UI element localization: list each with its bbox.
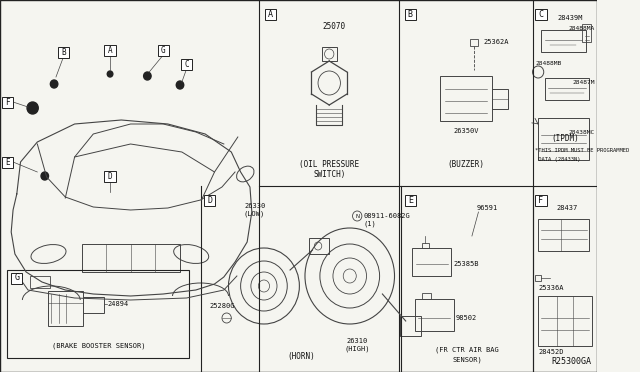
Text: 26350V: 26350V <box>454 128 479 134</box>
Bar <box>538 296 592 346</box>
Bar <box>412 248 451 276</box>
Text: A: A <box>108 45 113 55</box>
Text: D: D <box>207 196 212 205</box>
Bar <box>415 299 454 331</box>
Text: 28438MC: 28438MC <box>569 129 595 135</box>
Bar <box>535 195 547 205</box>
Text: (IPDM): (IPDM) <box>551 134 579 142</box>
Text: (LOW): (LOW) <box>244 211 265 217</box>
Text: 25336A: 25336A <box>538 285 564 291</box>
Text: 25362A: 25362A <box>483 39 509 45</box>
Text: (BRAKE BOOSTER SENSOR): (BRAKE BOOSTER SENSOR) <box>52 343 145 349</box>
Circle shape <box>51 80 58 88</box>
Text: G: G <box>161 45 166 55</box>
Text: (BUZZER): (BUZZER) <box>448 160 485 169</box>
Text: (1): (1) <box>364 221 376 227</box>
Text: (HIGH): (HIGH) <box>344 346 370 352</box>
Text: F: F <box>5 97 10 106</box>
Text: SENSOR): SENSOR) <box>452 357 482 363</box>
Bar <box>265 9 276 19</box>
Bar <box>492 89 508 109</box>
Bar <box>2 157 13 167</box>
Text: *THIS IPDM MUST BE PROGRAMMED: *THIS IPDM MUST BE PROGRAMMED <box>535 148 630 153</box>
Bar <box>440 76 492 121</box>
Bar <box>83 297 104 313</box>
Bar <box>422 243 429 248</box>
Bar <box>541 30 586 52</box>
Bar <box>404 9 416 19</box>
Circle shape <box>41 172 49 180</box>
Bar <box>582 24 591 42</box>
Bar <box>8 270 189 358</box>
Bar <box>157 45 169 55</box>
Bar <box>30 276 51 288</box>
Text: C: C <box>184 60 189 68</box>
Text: 26330: 26330 <box>244 203 265 209</box>
Text: 98502: 98502 <box>455 315 476 321</box>
Circle shape <box>27 102 38 114</box>
Text: D: D <box>108 171 113 180</box>
Bar <box>181 58 192 70</box>
Circle shape <box>143 72 151 80</box>
Bar <box>322 47 337 61</box>
Bar <box>400 316 420 336</box>
Text: DATA (28433N): DATA (28433N) <box>535 157 581 161</box>
Text: N: N <box>355 214 359 218</box>
Text: R25300GA: R25300GA <box>551 357 591 366</box>
Bar <box>47 291 83 326</box>
Text: 96591: 96591 <box>477 205 498 211</box>
Text: 28487M: 28487M <box>573 80 595 84</box>
Text: E: E <box>408 196 413 205</box>
Bar <box>2 96 13 108</box>
Bar <box>470 39 477 46</box>
Text: 25280G: 25280G <box>210 303 236 309</box>
Text: 28488MA: 28488MA <box>569 26 595 31</box>
Bar <box>11 273 22 283</box>
Bar <box>538 118 589 160</box>
Text: G: G <box>14 273 19 282</box>
Text: 08911-6082G: 08911-6082G <box>364 213 410 219</box>
Bar <box>535 275 541 281</box>
Text: 26310: 26310 <box>347 338 368 344</box>
Text: 28439M: 28439M <box>557 15 582 21</box>
Text: E: E <box>5 157 10 167</box>
Text: SWITCH): SWITCH) <box>313 170 346 179</box>
Text: A: A <box>268 10 273 19</box>
Bar <box>545 78 589 100</box>
Bar <box>535 9 547 19</box>
Text: 24894: 24894 <box>108 301 129 307</box>
Text: 28452D: 28452D <box>538 349 564 355</box>
Text: (FR CTR AIR BAG: (FR CTR AIR BAG <box>435 347 499 353</box>
Text: F: F <box>538 196 543 205</box>
Bar <box>404 195 416 205</box>
Text: 25070: 25070 <box>323 22 346 31</box>
Bar <box>308 238 329 254</box>
Text: B: B <box>61 48 66 57</box>
Text: 28488MB: 28488MB <box>535 61 561 65</box>
Text: B: B <box>408 10 413 19</box>
Text: (OIL PRESSURE: (OIL PRESSURE <box>299 160 359 169</box>
Text: C: C <box>538 10 543 19</box>
Bar <box>104 45 116 55</box>
Bar <box>538 219 589 251</box>
Text: 28437: 28437 <box>557 205 578 211</box>
Text: 25385B: 25385B <box>453 261 479 267</box>
Text: (HORN): (HORN) <box>287 352 315 360</box>
Bar <box>82 244 180 272</box>
Bar <box>58 46 69 58</box>
Bar <box>104 170 116 182</box>
Circle shape <box>176 81 184 89</box>
Bar <box>422 293 431 299</box>
Bar <box>204 195 216 205</box>
Circle shape <box>108 71 113 77</box>
